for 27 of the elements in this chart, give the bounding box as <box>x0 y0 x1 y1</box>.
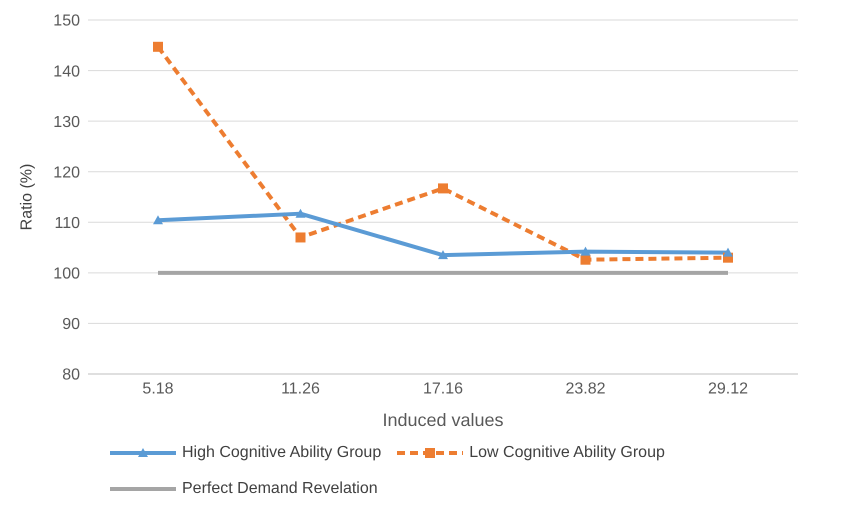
legend-label: High Cognitive Ability Group <box>182 444 382 462</box>
point <box>153 42 163 52</box>
y-tick-label: 130 <box>53 114 80 131</box>
point <box>723 248 733 257</box>
point <box>438 183 448 194</box>
point <box>153 215 163 224</box>
point <box>296 232 306 242</box>
y-tick-label: 90 <box>62 316 80 334</box>
y-tick-label: 80 <box>62 366 80 384</box>
x-tick-label: 17.16 <box>422 380 464 398</box>
point <box>296 208 306 218</box>
point <box>580 246 590 256</box>
y-tick-label: 110 <box>54 214 80 232</box>
x-tick-label: 23.82 <box>565 380 606 398</box>
x-axis-title: Induced values <box>382 410 504 430</box>
legend-label: Low Cognitive Ability Group <box>469 444 665 462</box>
point <box>438 250 448 260</box>
x-tick-label: 11.26 <box>281 380 320 398</box>
y-tick-label: 120 <box>53 164 80 182</box>
y-tick-label: 100 <box>53 266 80 283</box>
x-tick-label: 29.12 <box>708 380 748 398</box>
y-axis-title: Ratio (%) <box>18 164 36 230</box>
y-tick-label: 150 <box>53 12 80 30</box>
x-tick-label: 5.18 <box>142 380 174 398</box>
y-tick-label: 140 <box>53 63 80 80</box>
legend-label: Perfect Demand Revelation <box>182 480 378 498</box>
point <box>580 254 590 265</box>
